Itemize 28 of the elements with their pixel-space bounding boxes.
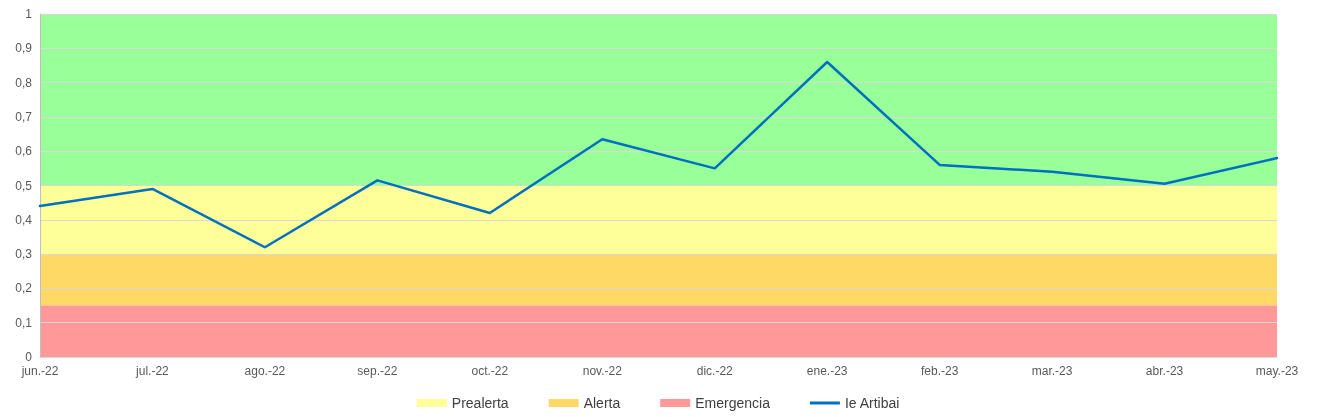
x-tick-label: jul.-22 — [135, 364, 170, 378]
y-tick-label: 0,9 — [15, 41, 33, 56]
x-tick-label: abr.-23 — [1145, 364, 1184, 378]
line-series — [38, 60, 1279, 249]
x-tick-label: ene.-23 — [806, 364, 848, 378]
x-tick-label: feb.-23 — [920, 364, 959, 378]
y-tick-label: 0,1 — [15, 315, 33, 330]
y-tick-label: 0,7 — [15, 109, 33, 124]
x-tick-label: dic.-22 — [696, 364, 734, 378]
legend-label: Emergencia — [695, 395, 771, 411]
x-tick-label: may.-23 — [1255, 364, 1299, 378]
y-tick-label: 0,4 — [15, 212, 33, 227]
y-tick-label: 0,2 — [15, 281, 33, 296]
x-tick-label: ago.-22 — [244, 364, 286, 378]
legend-label: Prealerta — [451, 395, 509, 411]
y-tick-label: 0,3 — [15, 247, 33, 262]
x-tick-label: sep.-22 — [357, 364, 398, 378]
x-tick-label: oct.-22 — [471, 364, 509, 378]
y-tick-label: 0 — [25, 350, 33, 364]
y-tick-label: 0,6 — [15, 144, 33, 159]
y-tick-label: 1 — [25, 7, 33, 21]
legend-label: Alerta — [583, 395, 621, 411]
y-tick-label: 0,8 — [15, 75, 33, 90]
x-tick-label: mar.-23 — [1031, 364, 1073, 378]
x-tick-label: nov.-22 — [582, 364, 623, 378]
y-tick-label: 0,5 — [15, 178, 33, 193]
legend-label: Ie Artibai — [844, 395, 900, 411]
x-tick-label: jun.-22 — [20, 364, 59, 378]
